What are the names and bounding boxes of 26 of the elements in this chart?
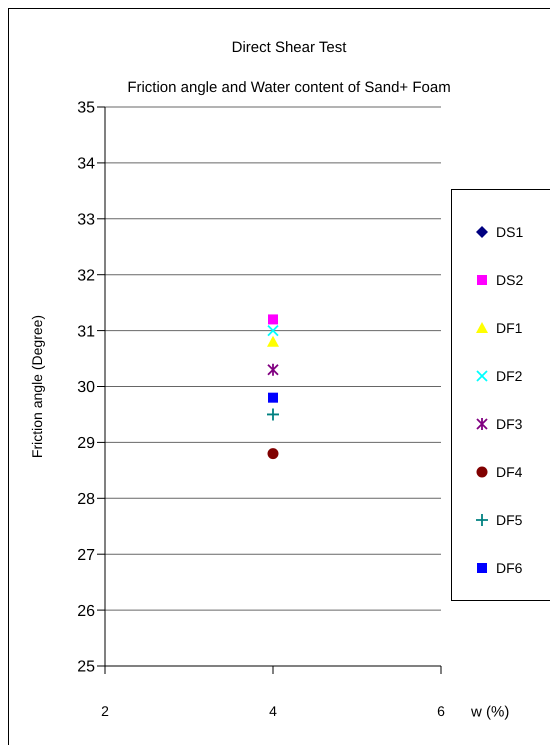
y-tick-label: 33	[77, 211, 96, 228]
y-tick-label: 32	[77, 267, 96, 284]
chart-subtitle: Friction angle and Water content of Sand+ Foam	[126, 79, 452, 96]
y-tick-label: 34	[77, 156, 96, 173]
y-tick-label: 28	[77, 490, 96, 508]
x-tick-label: 6	[437, 702, 446, 719]
y-tick-label: 25	[77, 658, 96, 676]
y-tick-label: 27	[77, 546, 96, 564]
legend-label: DS1	[496, 224, 524, 240]
chart-title: Direct Shear Test	[230, 39, 348, 56]
y-tick-label: 31	[77, 323, 96, 340]
legend-label: DF1	[496, 320, 522, 336]
y-tick-label: 35	[77, 100, 96, 117]
legend-label: DF4	[496, 464, 522, 480]
y-tick-label: 30	[77, 379, 96, 396]
x-axis-title: w (%)	[470, 703, 510, 720]
y-tick-label: 29	[77, 435, 96, 452]
y-tick-label: 26	[77, 602, 96, 620]
legend-label: DF6	[496, 560, 522, 576]
x-tick-label: 4	[269, 702, 278, 719]
legend-label: DS2	[496, 272, 524, 288]
legend-label: DF2	[496, 368, 522, 384]
y-axis-title: Friction angle (Degree)	[28, 314, 45, 458]
legend-label: DF3	[496, 416, 522, 432]
x-tick-label: 2	[101, 702, 110, 719]
legend-label: DF5	[496, 512, 522, 528]
